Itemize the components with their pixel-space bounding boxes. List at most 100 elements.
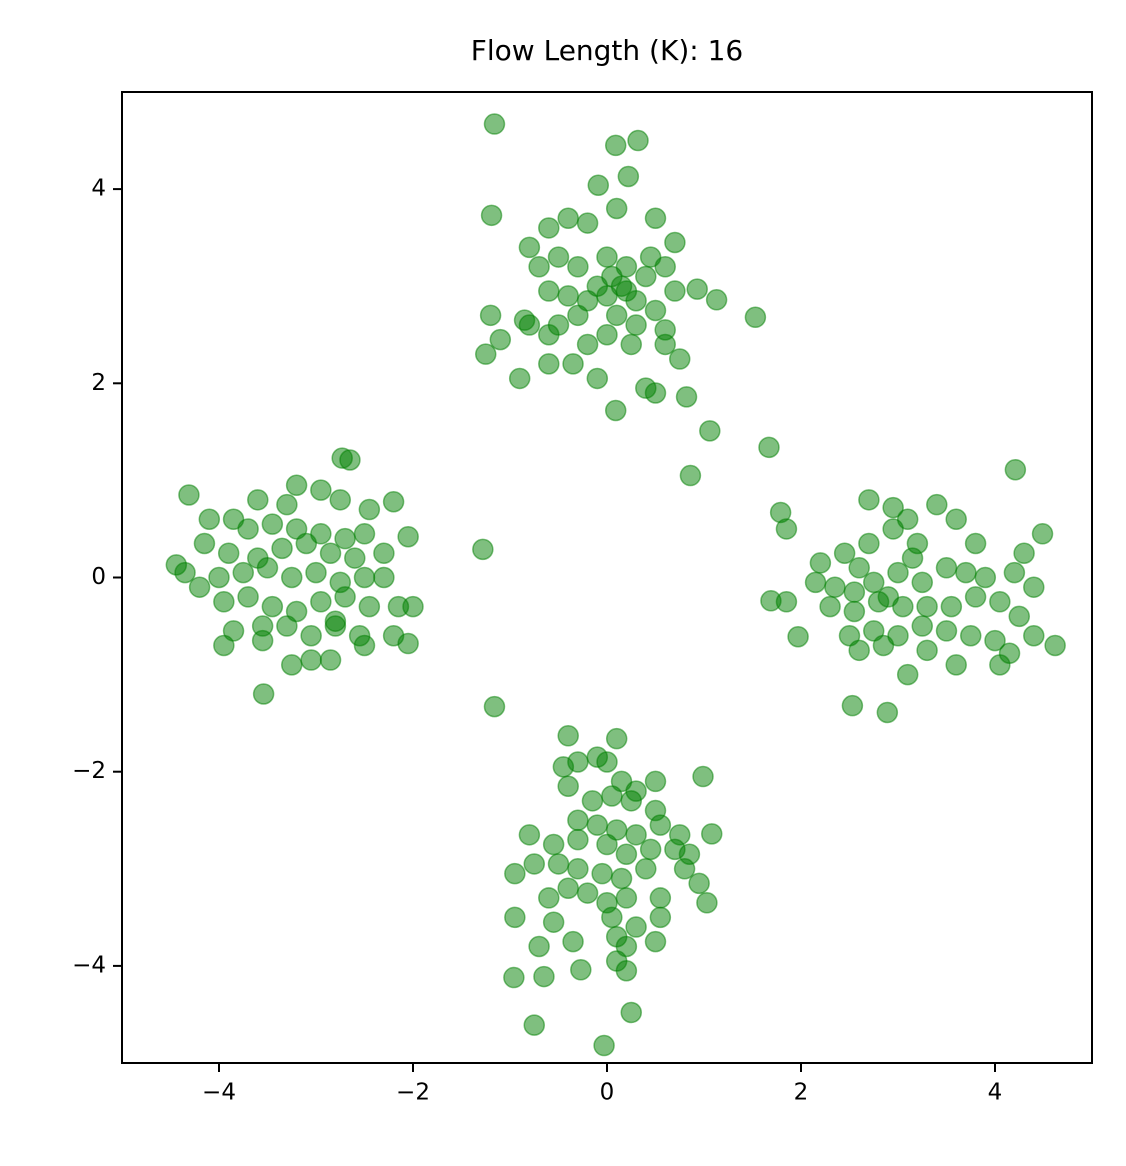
scatter-point [688,872,710,895]
scatter-point [538,324,560,346]
scatter-point [523,853,545,875]
scatter-point [504,862,526,885]
scatter-point [673,858,696,880]
scatter-point [615,960,638,982]
scatter-point [596,246,618,268]
scatter-point [615,280,638,302]
scatter-point [1008,605,1030,628]
scatter-point [596,833,618,856]
scatter-point [353,566,376,589]
scatter-point [576,333,599,356]
scatter-point [945,508,967,530]
scatter-point [557,877,579,899]
y-tick-label: −2 [72,758,106,784]
scatter-point [858,532,880,555]
scatter-point [178,484,200,506]
scatter-point [617,165,640,188]
scatter-point [237,518,259,540]
scatter-point [935,557,958,579]
scatter-point [271,537,293,560]
scatter-point [198,508,221,530]
scatter-point [911,615,933,637]
scatter-point [824,576,846,598]
scatter-point [639,838,662,861]
scatter-point [775,518,798,540]
x-tick-label: −2 [396,1080,430,1106]
scatter-point [679,464,702,487]
scatter-point [353,634,376,657]
scatter-point [848,639,870,662]
scatter-point [358,595,381,618]
y-tick-label: 4 [91,176,106,202]
scatter-point [300,625,322,647]
scatter-point [605,727,628,750]
scatter-point [610,867,633,890]
scatter-point [397,525,419,548]
x-tick-label: 2 [794,1080,809,1106]
x-tick-label: 0 [600,1080,615,1106]
scatter-point [669,348,691,370]
scatter-point [926,493,948,516]
scatter-point [916,595,938,618]
scatter-point [620,333,642,356]
scatter-point [989,591,1011,613]
scatter-point [596,751,618,773]
scatter-point [247,489,269,511]
scatter-point [911,571,933,594]
scatter-point [896,508,919,530]
scatter-point [382,491,405,513]
scatter-point [605,197,628,220]
scatter-point [547,246,570,268]
scatter-point [940,595,963,618]
scatter-point [344,547,366,569]
scatter-point [984,629,1006,652]
scatter-point [620,1001,642,1024]
scatter-point [489,328,512,351]
scatter-point [644,207,667,229]
scatter-point [901,547,924,569]
scatter-point [586,814,609,836]
scatter-point [174,561,196,584]
scatter-point [627,129,649,152]
scatter-point [635,858,657,880]
scatter-point [882,496,904,519]
scatter-point [276,493,298,516]
scatter-point [601,906,623,929]
scatter-point [692,765,714,788]
scatter-point [649,906,672,929]
scatter-point [252,683,275,705]
scatter-point [945,654,967,676]
scatter-point [1004,458,1027,481]
scatter-point [479,304,502,327]
scatter-point [876,701,899,724]
scatter-point [1023,625,1045,647]
scatter-point [596,324,618,346]
scatter-point [998,642,1021,664]
scatter-point [654,333,676,356]
scatter-point [644,770,667,793]
scatter-point [787,625,809,648]
scatter-point [276,615,298,637]
scatter-point [843,581,866,603]
scatter-point [586,367,609,390]
scatter-point [604,134,627,157]
scatter-point [843,600,866,623]
scatter-point [373,566,395,589]
scatter-point [896,663,919,686]
scatter-point [848,557,870,579]
scatter-point [576,212,599,234]
scatter-point [334,586,356,608]
y-tick-label: 0 [91,564,106,590]
scatter-point [635,265,657,288]
scatter-point [483,695,506,718]
scatter-point [705,289,728,311]
scatter-point [261,595,284,618]
scatter-point [213,634,235,657]
scatter-point [542,911,565,933]
scatter-point [758,436,780,459]
y-tick-label: −4 [72,952,106,978]
scatter-point [593,1034,615,1057]
scatter-point [358,498,381,521]
scatter-point [339,449,361,471]
